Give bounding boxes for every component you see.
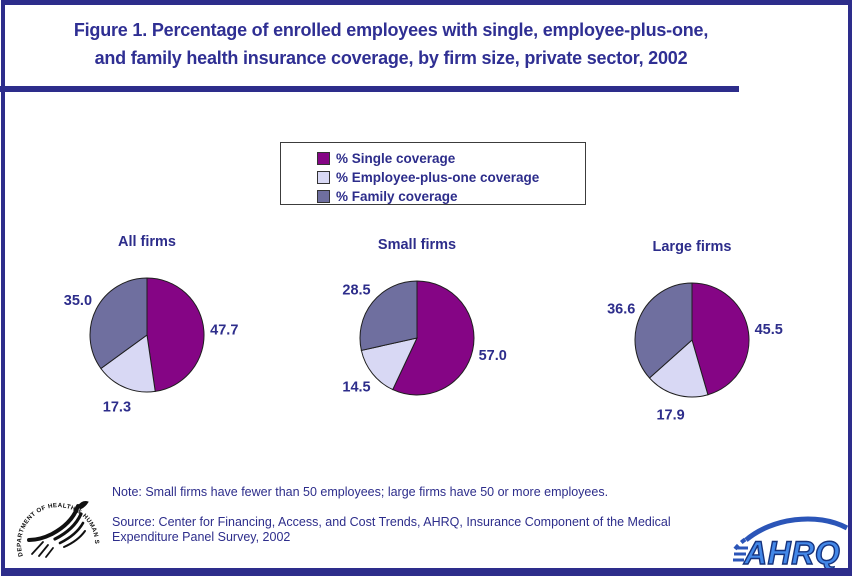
hhs-arc-text: DEPARTMENT OF HEALTH & HUMAN SERVICES · … (12, 482, 100, 557)
ahrq-logo-icon: AHRQ (733, 516, 849, 570)
pie-slice (89, 277, 148, 370)
pie-data-label: 17.9 (656, 408, 684, 424)
pie-chart-small-firms: Small firms 57.0 14.5 28.5 (287, 228, 547, 433)
legend-label: % Employee-plus-one coverage (336, 170, 540, 185)
pie-title-all-firms: All firms (117, 234, 176, 250)
ahrq-logo-text: AHRQ (743, 535, 840, 570)
figure-title-line2: and family health insurance coverage, by… (94, 48, 688, 68)
legend-label: % Single coverage (336, 151, 456, 166)
title-rule (0, 86, 739, 92)
svg-text:DEPARTMENT OF HEALTH & HUMAN S: DEPARTMENT OF HEALTH & HUMAN SERVICES · … (12, 482, 100, 557)
figure-note: Note: Small firms have fewer than 50 emp… (112, 485, 609, 499)
chart-legend: % Single coverage % Employee-plus-one co… (280, 142, 586, 205)
pie-slice (648, 339, 709, 398)
pie-data-label: 28.5 (342, 283, 370, 299)
pie-data-label: 14.5 (342, 380, 370, 396)
single-coverage-swatch (317, 152, 330, 165)
ahrq-swoosh-icon (744, 516, 849, 542)
small-firms-pie-svg: 57.0 14.5 28.5 (342, 280, 507, 396)
pie-chart-all-firms: All firms 47.7 17.3 35.0 (17, 228, 277, 433)
pie-slice (100, 334, 156, 393)
ahrq-speed-lines-icon (733, 546, 748, 562)
figure-source: Source: Center for Financing, Access, an… (112, 515, 671, 544)
pie-data-label: 45.5 (755, 322, 783, 338)
pie-title-small-firms: Small firms (377, 237, 457, 253)
family-coverage-swatch (317, 190, 330, 203)
legend-item-family: % Family coverage (317, 187, 585, 206)
figure-title-line1: Figure 1. Percentage of enrolled employe… (73, 20, 709, 40)
pie-data-label: 17.3 (103, 399, 131, 415)
hhs-logo-icon: DEPARTMENT OF HEALTH & HUMAN SERVICES · … (12, 482, 100, 558)
hhs-eagle-icon (27, 501, 89, 558)
pie-slice (392, 280, 475, 396)
pie-data-label: 36.6 (607, 301, 635, 317)
pie-data-label: 47.7 (210, 322, 238, 338)
pie-slice (691, 282, 750, 396)
all-firms-pie-svg: 47.7 17.3 35.0 (64, 277, 238, 415)
pie-data-label: 57.0 (479, 348, 507, 364)
pie-slice (146, 277, 205, 392)
pie-title-large-firms: Large firms (652, 239, 732, 255)
pie-chart-large-firms: Large firms 45.5 17.9 36.6 (562, 228, 822, 433)
large-firms-pie-svg: 45.5 17.9 36.6 (607, 282, 783, 424)
employee-plus-one-swatch (317, 171, 330, 184)
pie-data-label: 35.0 (64, 293, 92, 309)
pie-slice (359, 280, 418, 352)
legend-label: % Family coverage (336, 189, 458, 204)
legend-item-single: % Single coverage (317, 149, 585, 168)
pie-slice (634, 282, 693, 379)
legend-item-plus-one: % Employee-plus-one coverage (317, 168, 585, 187)
figure-title: Figure 1. Percentage of enrolled employe… (0, 16, 782, 72)
pie-slice (360, 337, 418, 391)
